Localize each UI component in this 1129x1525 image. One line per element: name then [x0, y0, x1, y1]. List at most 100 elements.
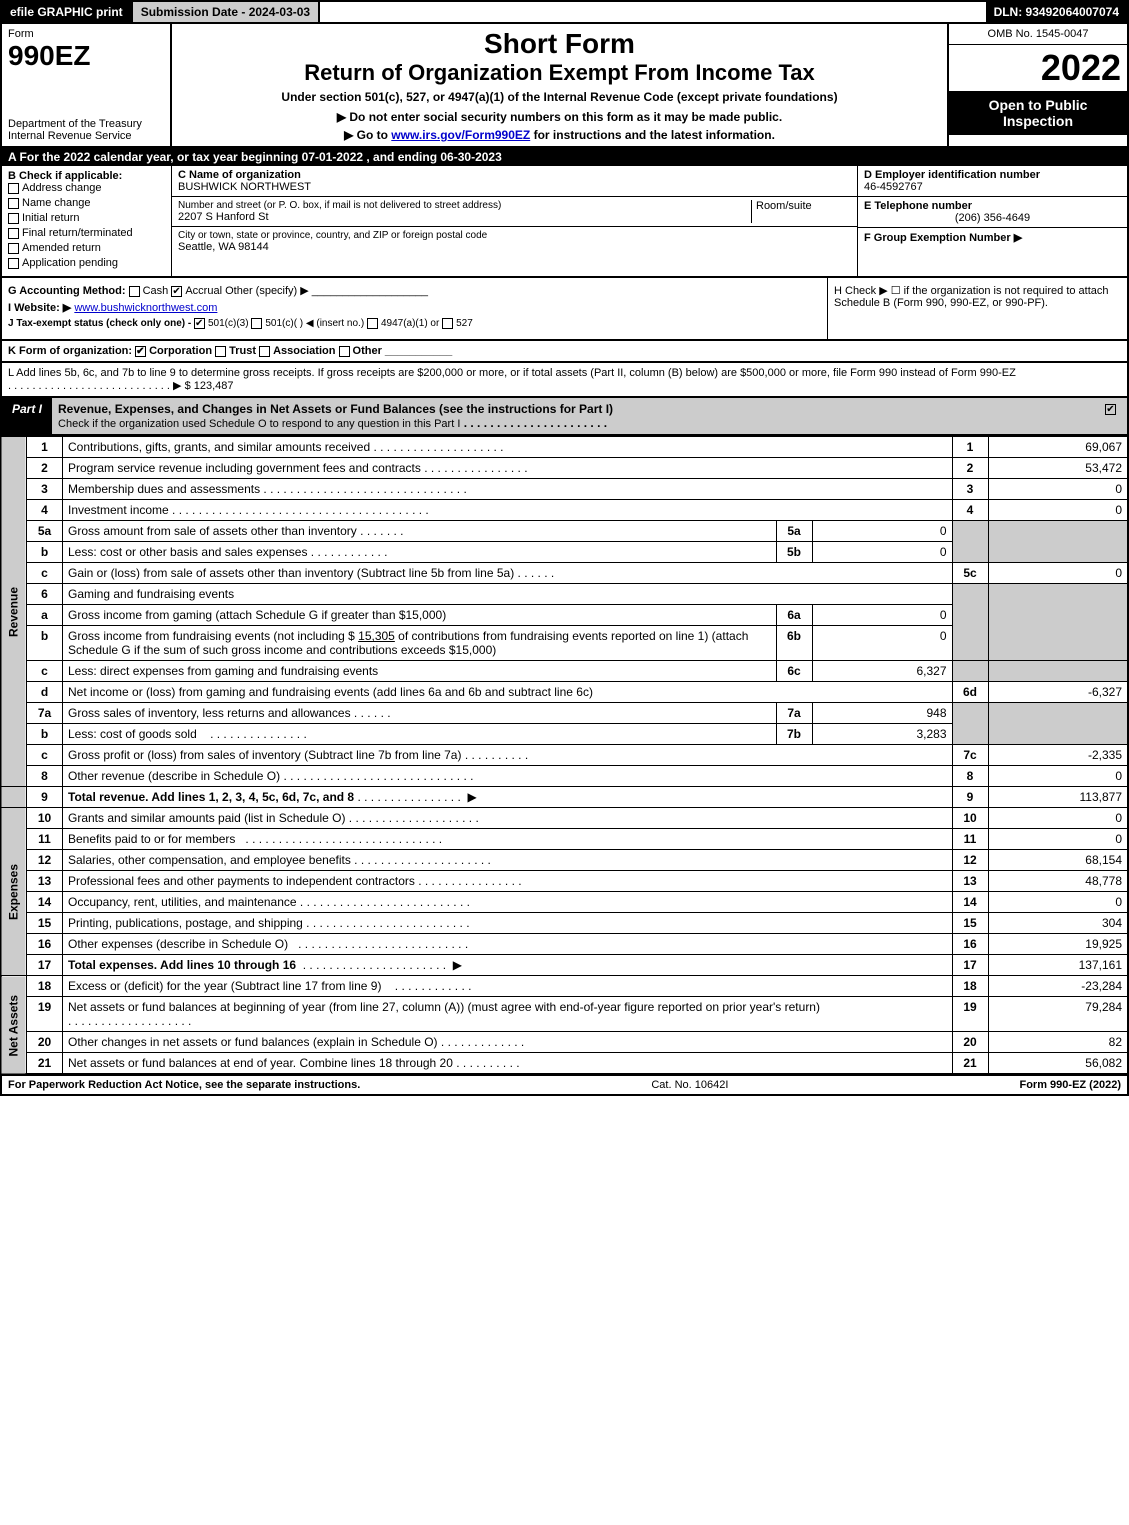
lines-table: Revenue 1 Contributions, gifts, grants, … [0, 436, 1129, 1075]
footer-left: For Paperwork Reduction Act Notice, see … [8, 1079, 360, 1091]
top-bar: efile GRAPHIC print Submission Date - 20… [0, 0, 1129, 24]
ln-6b-val: 0 [812, 626, 952, 661]
under-section: Under section 501(c), 527, or 4947(a)(1)… [281, 90, 837, 104]
ln-6a-val: 0 [812, 605, 952, 626]
ln-6c-val: 6,327 [812, 661, 952, 682]
ln-14-desc: Occupancy, rent, utilities, and maintena… [63, 892, 953, 913]
part-i-checkbox[interactable] [1097, 398, 1127, 434]
page-footer: For Paperwork Reduction Act Notice, see … [0, 1075, 1129, 1096]
section-b: B Check if applicable: Address change Na… [2, 166, 172, 276]
l-arrow: ▶ $ [173, 380, 191, 392]
form-header: Form 990EZ Department of the Treasury In… [0, 24, 1129, 148]
ln-1-desc: Contributions, gifts, grants, and simila… [63, 437, 953, 458]
ln-17-val: 137,161 [988, 955, 1128, 976]
tel-label: E Telephone number [864, 200, 1121, 212]
chk-other[interactable] [339, 346, 350, 357]
header-right: OMB No. 1545-0047 2022 Open to Public In… [947, 24, 1127, 146]
ln-6-desc: Gaming and fundraising events [63, 584, 953, 605]
chk-accrual[interactable] [171, 286, 182, 297]
department-label: Department of the Treasury Internal Reve… [8, 118, 164, 142]
section-h: H Check ▶ ☐ if the organization is not r… [827, 278, 1127, 339]
ln-7a-desc: Gross sales of inventory, less returns a… [63, 703, 777, 724]
irs-link[interactable]: www.irs.gov/Form990EZ [391, 128, 530, 142]
website-link[interactable]: www.bushwicknorthwest.com [74, 302, 217, 314]
dln-label: DLN: 93492064007074 [986, 2, 1127, 22]
header-center: Short Form Return of Organization Exempt… [172, 24, 947, 146]
chk-trust[interactable] [215, 346, 226, 357]
efile-label[interactable]: efile GRAPHIC print [2, 2, 133, 22]
city-value: Seattle, WA 98144 [178, 241, 851, 253]
goto-note: ▶ Go to www.irs.gov/Form990EZ for instru… [344, 128, 775, 142]
ln-7a-val: 948 [812, 703, 952, 724]
ln-11-val: 0 [988, 829, 1128, 850]
ln-10-desc: Grants and similar amounts paid (list in… [63, 808, 953, 829]
street-label: Number and street (or P. O. box, if mail… [178, 200, 751, 211]
row-j: J Tax-exempt status (check only one) - 5… [8, 318, 821, 329]
ein-value: 46-4592767 [864, 181, 1121, 193]
open-inspection: Open to Public Inspection [949, 91, 1127, 135]
section-def: D Employer identification number 46-4592… [857, 166, 1127, 276]
chk-527[interactable] [442, 318, 453, 329]
ln-5b-desc: Less: cost or other basis and sales expe… [63, 542, 777, 563]
submission-date: Submission Date - 2024-03-03 [133, 2, 320, 22]
ln-13-desc: Professional fees and other payments to … [63, 871, 953, 892]
ln-6d-desc: Net income or (loss) from gaming and fun… [63, 682, 953, 703]
ln-11-desc: Benefits paid to or for members . . . . … [63, 829, 953, 850]
ln-14-val: 0 [988, 892, 1128, 913]
ln-4-desc: Investment income . . . . . . . . . . . … [63, 500, 953, 521]
ln-21-desc: Net assets or fund balances at end of ye… [63, 1053, 953, 1075]
ssn-note: ▶ Do not enter social security numbers o… [337, 110, 782, 124]
chk-cash[interactable] [129, 286, 140, 297]
ln-16-val: 19,925 [988, 934, 1128, 955]
footer-form: Form 990-EZ (2022) [1019, 1079, 1121, 1091]
h-text: H Check ▶ ☐ if the organization is not r… [834, 284, 1121, 309]
tax-year: 2022 [949, 45, 1127, 91]
ln-1-num: 1 [27, 437, 63, 458]
ln-18-desc: Excess or (deficit) for the year (Subtra… [63, 976, 953, 997]
street-value: 2207 S Hanford St [178, 211, 751, 223]
ln-7c-desc: Gross profit or (loss) from sales of inv… [63, 745, 953, 766]
ln-21-val: 56,082 [988, 1053, 1128, 1075]
ln-2-desc: Program service revenue including govern… [63, 458, 953, 479]
chk-association[interactable] [259, 346, 270, 357]
ln-12-val: 68,154 [988, 850, 1128, 871]
ln-5b-val: 0 [812, 542, 952, 563]
ln-13-val: 48,778 [988, 871, 1128, 892]
chk-4947[interactable] [367, 318, 378, 329]
chk-application-pending[interactable]: Application pending [8, 257, 165, 269]
chk-final-return[interactable]: Final return/terminated [8, 227, 165, 239]
room-suite-label: Room/suite [751, 200, 851, 223]
ln-8-val: 0 [988, 766, 1128, 787]
ln-15-desc: Printing, publications, postage, and shi… [63, 913, 953, 934]
chk-name-change[interactable]: Name change [8, 197, 165, 209]
chk-corporation[interactable] [135, 346, 146, 357]
omb-number: OMB No. 1545-0047 [949, 24, 1127, 45]
form-number: 990EZ [8, 40, 164, 72]
short-form-title: Short Form [484, 28, 635, 60]
ln-3-desc: Membership dues and assessments . . . . … [63, 479, 953, 500]
goto-pre: ▶ Go to [344, 128, 391, 142]
chk-501c3[interactable] [194, 318, 205, 329]
ein-label: D Employer identification number [864, 169, 1121, 181]
ln-15-val: 304 [988, 913, 1128, 934]
footer-cat: Cat. No. 10642I [651, 1079, 728, 1091]
ln-16-desc: Other expenses (describe in Schedule O) … [63, 934, 953, 955]
chk-amended-return[interactable]: Amended return [8, 242, 165, 254]
chk-initial-return[interactable]: Initial return [8, 212, 165, 224]
b-label: B Check if applicable: [8, 170, 165, 182]
return-title: Return of Organization Exempt From Incom… [304, 60, 815, 86]
ln-6a-desc: Gross income from gaming (attach Schedul… [63, 605, 777, 626]
netassets-side-label: Net Assets [1, 976, 27, 1075]
ln-20-desc: Other changes in net assets or fund bala… [63, 1032, 953, 1053]
chk-501c[interactable] [251, 318, 262, 329]
ln-7b-desc: Less: cost of goods sold . . . . . . . .… [63, 724, 777, 745]
row-i: I Website: ▶ www.bushwicknorthwest.com [8, 301, 821, 314]
row-l: L Add lines 5b, 6c, and 7b to line 9 to … [0, 363, 1129, 398]
ln-19-val: 79,284 [988, 997, 1128, 1032]
ln-10-val: 0 [988, 808, 1128, 829]
ln-6b-desc: Gross income from fundraising events (no… [63, 626, 777, 661]
chk-address-change[interactable]: Address change [8, 182, 165, 194]
ln-8-desc: Other revenue (describe in Schedule O) .… [63, 766, 953, 787]
ln-6c-desc: Less: direct expenses from gaming and fu… [63, 661, 777, 682]
ln-7b-val: 3,283 [812, 724, 952, 745]
